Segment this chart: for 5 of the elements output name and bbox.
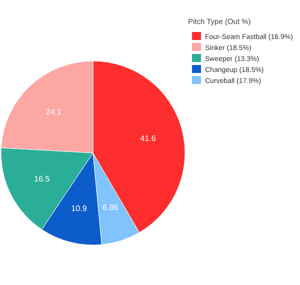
data-label: 16.5 xyxy=(34,174,50,184)
data-label: 10.9 xyxy=(71,204,88,214)
data-label: 24.1 xyxy=(46,107,62,116)
data-label: 41.6 xyxy=(140,134,156,143)
data-label: 6.86 xyxy=(102,203,119,212)
